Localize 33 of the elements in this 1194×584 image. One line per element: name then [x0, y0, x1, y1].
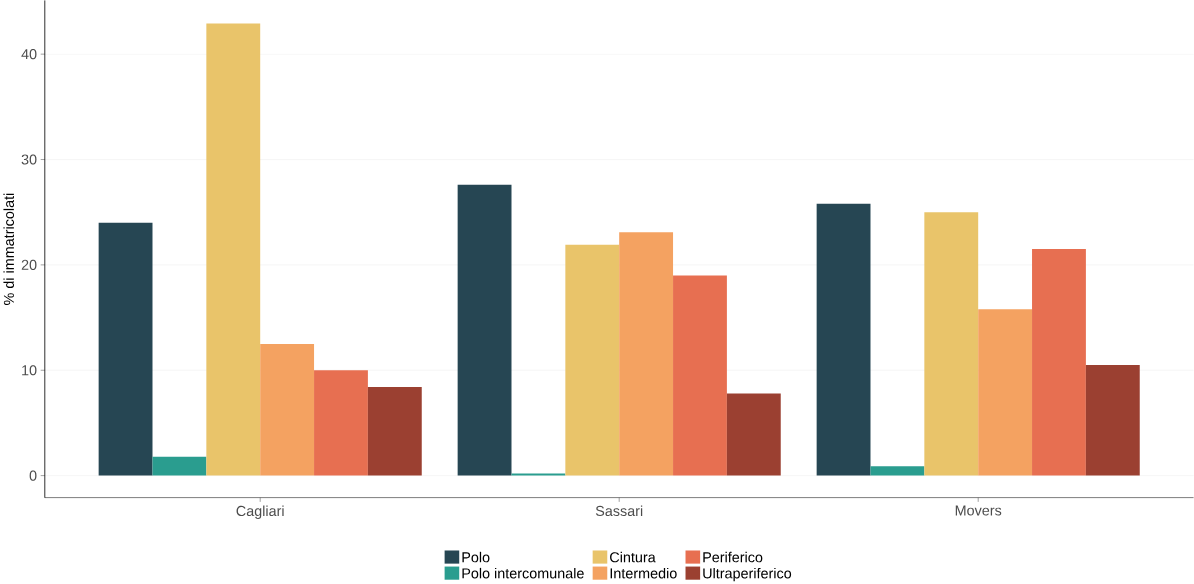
legend-label: Periferico: [703, 551, 763, 563]
bar: [816, 203, 871, 476]
bar: [673, 275, 727, 476]
y-axis-title: % di immatricolati: [3, 193, 15, 305]
y-tick-label: 0: [29, 470, 37, 481]
legend-label: Polo: [462, 551, 490, 563]
bar: [511, 473, 566, 476]
bar: [260, 343, 315, 476]
bar: [206, 23, 261, 476]
bar: [726, 393, 781, 476]
bar: [565, 244, 620, 476]
y-tick-label: 30: [21, 154, 37, 165]
bar: [314, 370, 368, 476]
y-tick-label: 20: [21, 259, 37, 270]
bar: [367, 387, 422, 476]
legend-label: Polo intercomunale: [462, 567, 584, 579]
legend-label: Ultraperiferico: [703, 567, 792, 582]
y-tick-label: 10: [22, 365, 37, 376]
bar: [152, 456, 207, 476]
bar: [619, 232, 674, 476]
legend-label: Cintura: [610, 551, 656, 563]
bar: [457, 184, 512, 476]
bar: [1085, 365, 1140, 476]
legend-label: Intermedio: [610, 567, 677, 579]
x-tick-label: Cagliari: [236, 505, 284, 519]
bar: [924, 212, 979, 476]
bar: [98, 222, 153, 476]
x-tick-label: Movers: [955, 505, 1002, 516]
bar: [1032, 249, 1086, 476]
bar: [870, 466, 925, 476]
bar: [978, 309, 1033, 476]
y-tick-label: 40: [21, 49, 37, 60]
x-tick-label: Sassari: [595, 505, 643, 517]
